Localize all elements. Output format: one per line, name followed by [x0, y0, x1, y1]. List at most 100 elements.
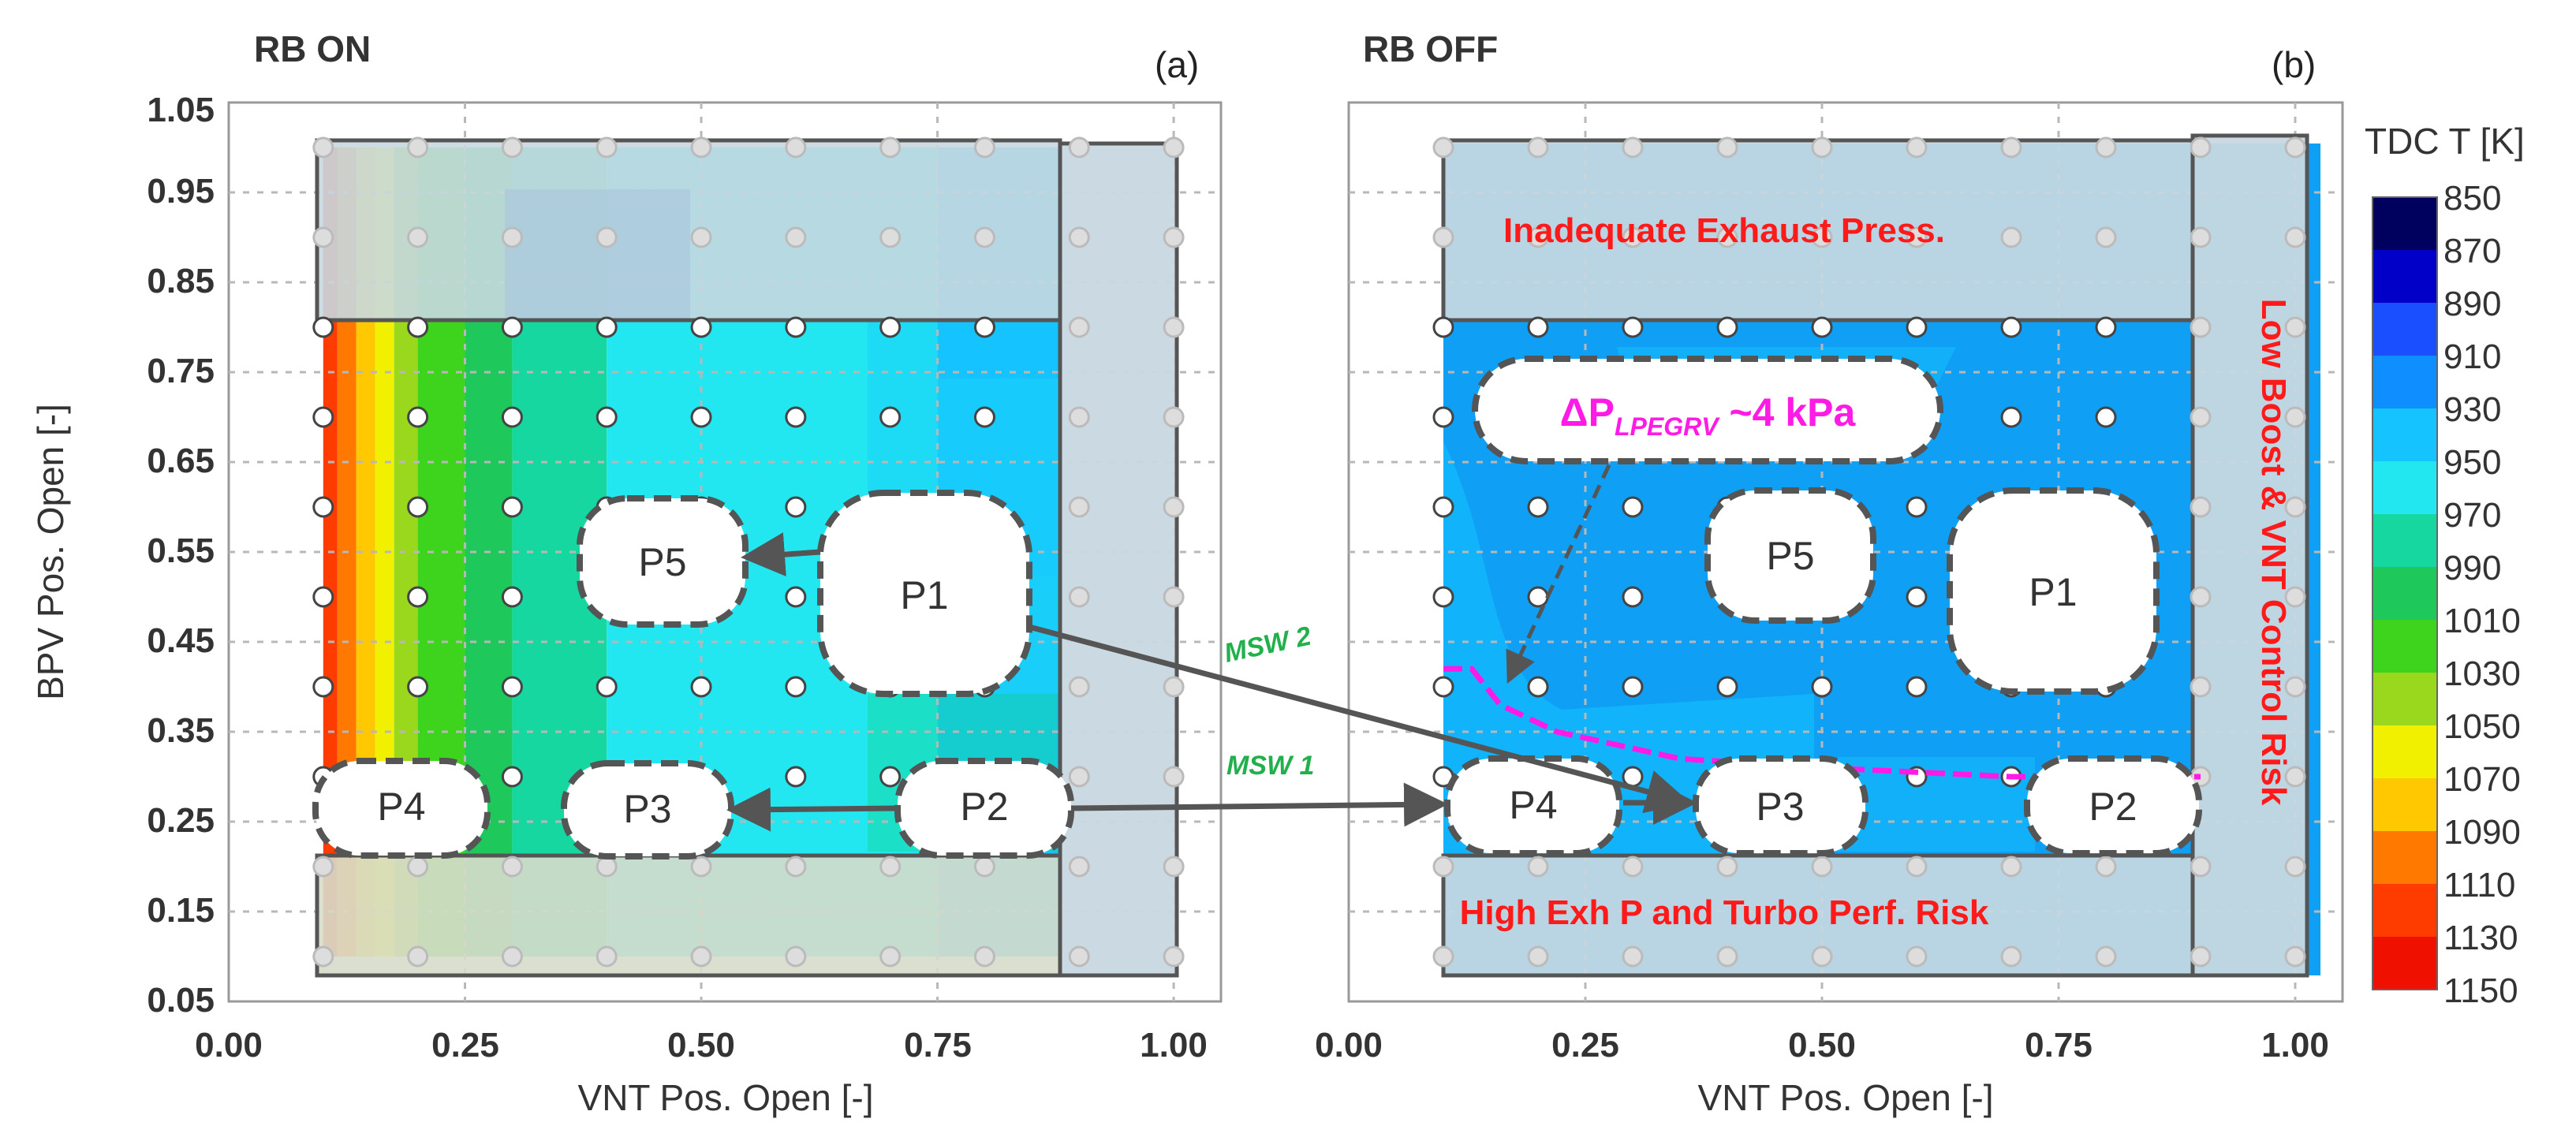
- measurement-dot: [690, 226, 712, 248]
- colorbar-swatch: [2373, 778, 2437, 832]
- x-tick: 0.50: [1788, 1026, 1856, 1065]
- measurement-dot: [595, 136, 618, 158]
- measurement-dot: [312, 406, 334, 428]
- measurement-dot: [785, 586, 807, 608]
- point-label: P3: [1756, 785, 1804, 829]
- contour-band: [356, 147, 375, 956]
- measurement-dot: [690, 676, 712, 698]
- point-label: P4: [377, 785, 425, 829]
- panel-a-x-ticks: 0.00 0.25 0.50 0.75 1.00: [195, 1026, 1208, 1065]
- measurement-dot: [2284, 316, 2306, 338]
- measurement-dot: [785, 496, 807, 518]
- x-tick: 0.75: [904, 1026, 972, 1065]
- measurement-dot: [1906, 496, 1928, 518]
- measurement-dot: [1068, 586, 1090, 608]
- measurement-dot: [1527, 226, 1549, 248]
- y-tick: 0.65: [147, 442, 215, 480]
- measurement-dot: [2000, 226, 2022, 248]
- measurement-dot: [2284, 766, 2306, 788]
- contour-band: [375, 147, 394, 956]
- y-tick: 0.15: [147, 891, 215, 930]
- x-tick: 0.50: [667, 1026, 735, 1065]
- measurement-dot: [1811, 856, 1833, 878]
- dp-annotation-arrow: [1506, 464, 1611, 684]
- measurement-dot: [690, 316, 712, 338]
- colorbar-label: 970: [2443, 496, 2501, 535]
- measurement-dot: [1432, 316, 1454, 338]
- measurement-dot: [1068, 856, 1090, 878]
- measurement-dot: [690, 945, 712, 968]
- measurement-dot: [973, 316, 995, 338]
- measurement-dot: [2000, 856, 2022, 878]
- measurement-dot: [2190, 586, 2212, 608]
- measurement-dot: [2190, 945, 2212, 968]
- measurement-dot: [2000, 316, 2022, 338]
- region-label-low-boost: Low Boost & VNT Control Risk: [2254, 299, 2293, 806]
- arrow-p1-to-p5: [741, 532, 821, 577]
- panel-a-right-region-border: [1058, 141, 1179, 978]
- colorbar-label: 1030: [2443, 654, 2521, 693]
- measurement-dot: [501, 766, 523, 788]
- measurement-dot: [1068, 316, 1090, 338]
- measurement-dot: [2095, 856, 2117, 878]
- measurement-dot: [1622, 496, 1644, 518]
- measurement-dot: [595, 316, 618, 338]
- panel-a-title: RB ON: [254, 28, 371, 69]
- point-label: P3: [623, 787, 671, 831]
- measurement-dot: [1906, 945, 1928, 968]
- measurement-dot: [1811, 945, 1833, 968]
- measurement-dot: [1716, 676, 1738, 698]
- measurement-dot: [407, 316, 429, 338]
- colorbar-swatch: [2373, 620, 2437, 673]
- measurement-dot: [1432, 496, 1454, 518]
- measurement-dot: [1622, 945, 1644, 968]
- colorbar-swatch: [2373, 673, 2437, 726]
- measurement-dot: [2095, 945, 2117, 968]
- measurement-dot: [1622, 226, 1644, 248]
- measurement-dot: [501, 136, 523, 158]
- measurement-dot: [1068, 945, 1090, 968]
- region-label-high-exh-p: High Exh P and Turbo Perf. Risk: [1460, 893, 1989, 932]
- measurement-dot: [1163, 136, 1185, 158]
- measurement-dot: [595, 676, 618, 698]
- panel-b-contour-patch: [1443, 442, 1814, 856]
- colorbar-title: TDC T [K]: [2365, 121, 2525, 162]
- colorbar-label: 950: [2443, 443, 2501, 482]
- panel-b-point-p2: P2: [2024, 755, 2202, 856]
- panel-a-x-label: VNT Pos. Open [-]: [578, 1077, 874, 1118]
- measurement-dot: [407, 136, 429, 158]
- measurement-dot: [1622, 676, 1644, 698]
- measurement-dot: [1906, 586, 1928, 608]
- measurement-dot: [879, 136, 902, 158]
- colorbar-swatch: [2373, 567, 2437, 621]
- measurement-dot: [407, 496, 429, 518]
- panel-b-right-region: [2193, 136, 2307, 975]
- measurement-dot: [785, 406, 807, 428]
- measurement-dot: [1163, 676, 1185, 698]
- dp-annotation-text: ΔPLPEGRV ~4 kPa: [1560, 390, 1857, 441]
- panel-b-point-p1: P1: [1947, 487, 2160, 695]
- measurement-dot: [1527, 136, 1549, 158]
- measurement-dot: [1068, 496, 1090, 518]
- measurement-dot: [1068, 766, 1090, 788]
- measurement-dot: [1906, 316, 1928, 338]
- colorbar-swatch: [2373, 303, 2437, 356]
- measurement-dot: [312, 496, 334, 518]
- measurement-dot: [1527, 676, 1549, 698]
- panel-b-right-region-border: [2190, 133, 2309, 978]
- measurement-dot: [2190, 316, 2212, 338]
- measurement-dot: [690, 856, 712, 878]
- measurement-dot: [785, 945, 807, 968]
- colorbar-swatch: [2373, 356, 2437, 409]
- measurement-dot: [973, 945, 995, 968]
- point-label: P5: [1766, 534, 1814, 578]
- measurement-dot: [1068, 406, 1090, 428]
- measurement-dot: [2284, 945, 2306, 968]
- x-tick: 1.00: [1140, 1026, 1208, 1065]
- measurement-dot: [785, 226, 807, 248]
- y-tick: 0.45: [147, 621, 215, 660]
- measurement-dot: [785, 136, 807, 158]
- arrow-msw2: [1029, 624, 1691, 814]
- panel-a-point-p4: P4: [312, 758, 491, 859]
- measurement-dot: [407, 226, 429, 248]
